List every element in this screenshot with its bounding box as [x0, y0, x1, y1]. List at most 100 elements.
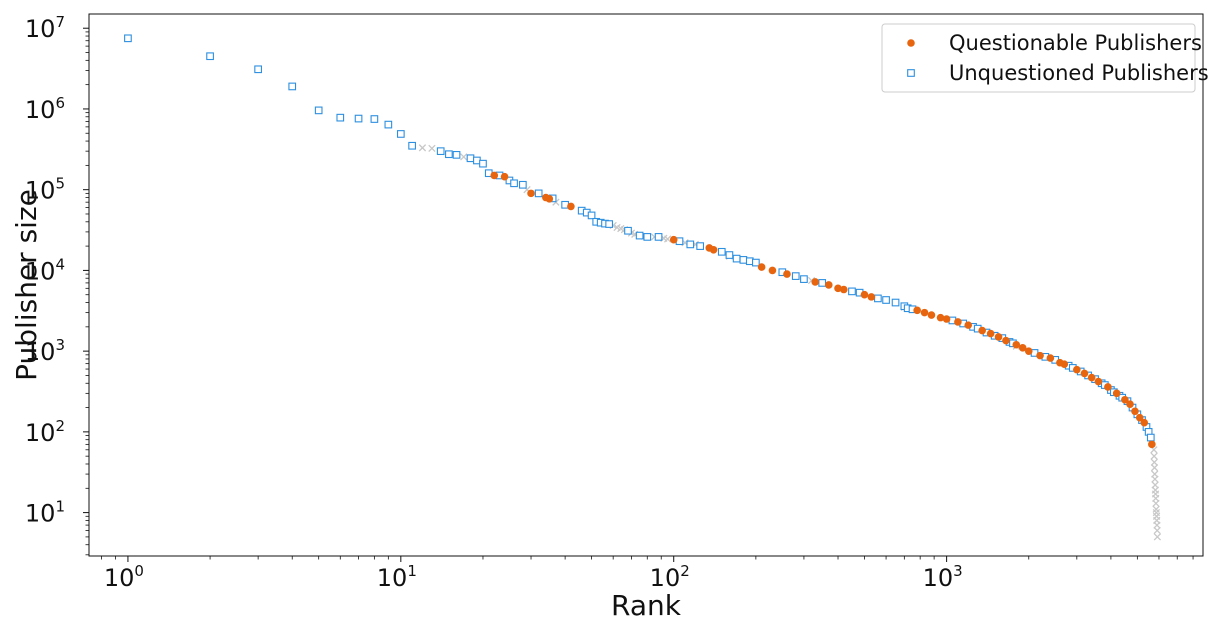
- questionable-point: [913, 306, 921, 315]
- questionable-point: [490, 171, 499, 180]
- other-point: [1153, 533, 1162, 541]
- other-point: [1151, 475, 1159, 483]
- unquestioned-point: [206, 52, 214, 61]
- questionable-point: [824, 281, 833, 289]
- questionable-point: [567, 202, 575, 211]
- unquestioned-point: [254, 65, 262, 74]
- unquestioned-point: [466, 154, 475, 163]
- questionable-point: [1148, 440, 1156, 449]
- legend: Questionable Publishers Unquestioned Publ…: [881, 23, 1209, 93]
- questionable-point: [768, 266, 777, 275]
- unquestioned-point: [314, 106, 323, 115]
- other-point: [428, 144, 436, 153]
- y-tick-label: 106: [25, 94, 65, 124]
- unquestioned-point: [354, 114, 363, 123]
- questionable-point: [783, 270, 791, 278]
- questionable-point: [1131, 407, 1139, 416]
- questionable-point: [527, 189, 535, 198]
- questionable-point: [920, 308, 929, 317]
- questionable-point: [1012, 340, 1021, 349]
- questionable-point: [964, 321, 973, 329]
- unquestioned-point: [739, 256, 748, 264]
- questionable-point: [1024, 347, 1033, 355]
- unquestioned-point: [452, 151, 461, 159]
- unquestioned-point: [510, 179, 518, 188]
- points-layer: [124, 34, 1162, 541]
- y-tick-label: 101: [25, 498, 65, 528]
- unquestioned-point: [848, 287, 856, 296]
- questionable-point: [1121, 395, 1129, 404]
- unquestioned-point: [882, 296, 890, 304]
- questionable-point: [1104, 383, 1112, 391]
- unquestioned-point: [605, 220, 614, 228]
- questionable-point: [1018, 343, 1027, 352]
- x-tick-label: 102: [650, 562, 690, 592]
- unquestioned-point: [436, 147, 445, 156]
- unquestioned-point: [479, 159, 487, 168]
- questionable-point: [1135, 413, 1144, 422]
- questionable-point: [986, 329, 995, 338]
- questionable-point: [1080, 369, 1089, 378]
- questionable-point: [500, 172, 509, 181]
- questionable-point: [1002, 336, 1010, 345]
- x-tick-label: 101: [377, 562, 417, 592]
- questionable-point: [942, 315, 951, 323]
- unquestioned-point: [654, 233, 663, 241]
- unquestioned-point: [624, 226, 632, 235]
- questionable-point: [834, 284, 842, 293]
- unquestioned-point: [818, 279, 827, 287]
- x-axis-ticks: 100 101 102 103: [101, 556, 1194, 592]
- unquestioned-point: [874, 294, 882, 303]
- questionable-point: [811, 278, 820, 286]
- unquestioned-point: [124, 34, 132, 43]
- other-point: [1150, 464, 1159, 472]
- unquestioned-point: [732, 254, 741, 263]
- unquestioned-point: [519, 180, 527, 189]
- plot-frame: [88, 13, 1204, 557]
- legend-label: Unquestioned Publishers: [949, 61, 1209, 85]
- questionable-point: [669, 235, 678, 244]
- other-point: [1150, 458, 1158, 466]
- series-questionable-publishers: [490, 171, 1156, 449]
- unquestioned-point: [534, 189, 543, 198]
- unquestioned-point: [396, 130, 405, 138]
- unquestioned-point: [686, 240, 695, 249]
- questionable-point: [839, 285, 848, 294]
- questionable-point: [927, 311, 936, 319]
- other-point: [418, 144, 427, 152]
- unquestioned-point: [370, 115, 379, 123]
- questionable-point: [1060, 360, 1069, 368]
- legend-label: Questionable Publishers: [949, 31, 1202, 55]
- unquestioned-point: [288, 82, 297, 91]
- questionable-point: [1094, 377, 1103, 386]
- unquestioned-point: [445, 150, 453, 159]
- unquestioned-point: [635, 231, 644, 240]
- questionable-point: [954, 318, 962, 326]
- other-point: [1153, 521, 1161, 529]
- legend-box: [881, 23, 1196, 93]
- questionable-point: [1046, 354, 1055, 362]
- questionable-point: [1140, 418, 1149, 427]
- questionable-point: [709, 245, 718, 254]
- legend-marker-unquestioned-publishers: [907, 69, 915, 77]
- questionable-point: [1036, 351, 1044, 360]
- x-axis-title: Rank: [611, 589, 682, 622]
- questionable-point: [978, 326, 986, 335]
- other-point: [1152, 499, 1160, 508]
- y-axis-title: Publisher size: [10, 189, 43, 381]
- y-tick-label: 107: [25, 13, 65, 43]
- y-tick-label: 102: [25, 417, 65, 447]
- questionable-point: [1112, 389, 1121, 398]
- questionable-point: [1087, 373, 1096, 382]
- other-point: [1153, 526, 1161, 535]
- unquestioned-point: [336, 113, 345, 122]
- other-point: [1150, 452, 1158, 460]
- questionable-point: [1126, 400, 1134, 409]
- questionable-point: [545, 195, 554, 203]
- questionable-point: [936, 313, 945, 322]
- unquestioned-point: [717, 247, 726, 256]
- questionable-point: [757, 263, 766, 271]
- unquestioned-point: [752, 258, 760, 267]
- questionable-point: [1073, 365, 1081, 374]
